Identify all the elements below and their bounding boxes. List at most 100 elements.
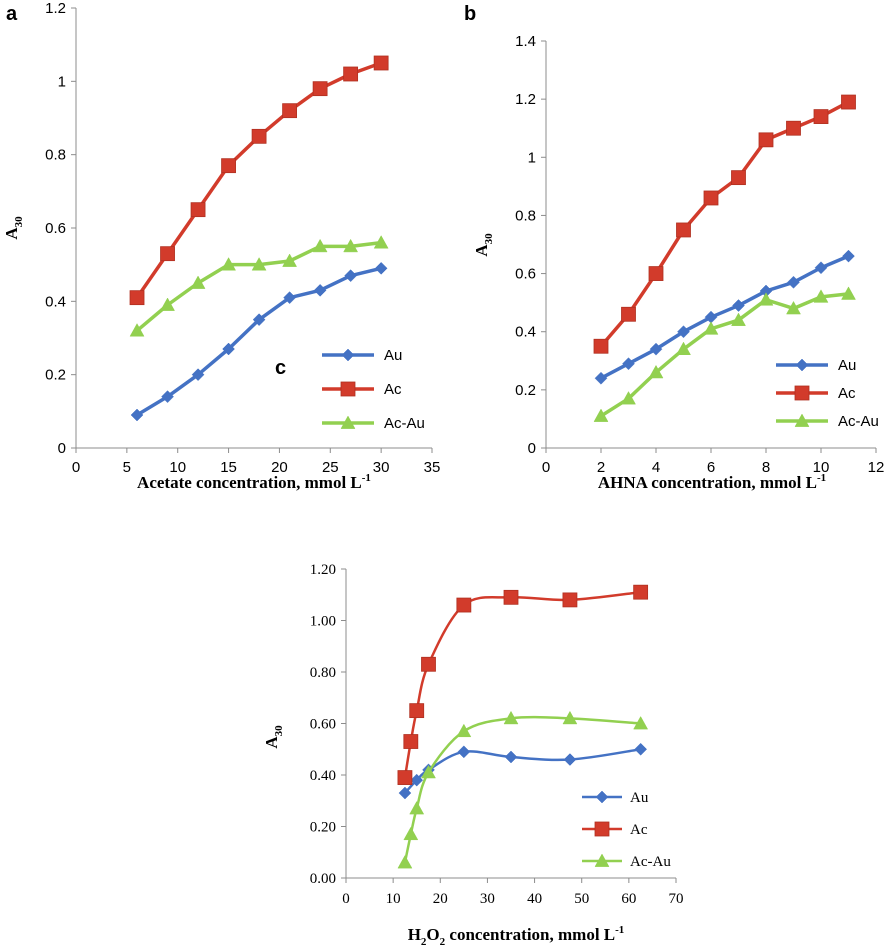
y-tick-label: 0.00 <box>310 871 336 887</box>
data-point <box>252 313 266 327</box>
data-point <box>633 584 649 600</box>
x-tick-label: 70 <box>669 891 684 907</box>
y-tick-label: 0.6 <box>45 220 66 237</box>
legend-marker <box>594 821 610 837</box>
data-point <box>398 786 412 800</box>
y-tick-label: 0.20 <box>310 820 336 836</box>
data-point <box>786 120 801 136</box>
y-tick-label: 0.4 <box>45 293 66 310</box>
x-tick-label: 8 <box>762 459 770 476</box>
data-point <box>409 800 425 815</box>
legend-entry-au: Au <box>322 347 402 364</box>
data-point <box>786 300 801 315</box>
data-point <box>374 261 388 275</box>
data-point <box>313 283 327 297</box>
y-tick-label: 0.6 <box>515 266 536 283</box>
x-tick-label: 2 <box>597 459 605 476</box>
data-point <box>732 299 745 312</box>
data-point <box>649 342 663 356</box>
data-point <box>190 275 206 289</box>
data-point <box>456 597 472 613</box>
data-point <box>283 291 296 305</box>
data-point <box>397 770 413 785</box>
y-tick-label: 0.40 <box>310 768 336 784</box>
data-point <box>130 408 144 422</box>
data-point <box>373 235 389 249</box>
series-ac <box>593 94 856 354</box>
data-point <box>221 158 236 174</box>
legend-entry-ac: Ac <box>322 381 402 398</box>
legend-label: Au <box>384 347 402 364</box>
x-tick-label: 0 <box>542 459 550 476</box>
x-tick-label: 0 <box>342 891 350 907</box>
y-axis-label: A30 <box>472 233 495 257</box>
data-point <box>343 238 359 253</box>
legend-label: Ac <box>838 385 856 402</box>
x-tick-label: 12 <box>868 459 884 476</box>
data-point <box>813 109 829 124</box>
y-tick-label: 1 <box>58 73 66 90</box>
data-point <box>343 66 359 82</box>
legend-label: Au <box>838 357 856 374</box>
series-au <box>594 249 855 385</box>
x-axis-label: H2O2 concentration, mmol L-1 <box>408 924 625 947</box>
data-point <box>503 589 519 605</box>
data-point <box>676 341 691 356</box>
data-point <box>503 710 519 725</box>
panel-letter: c <box>275 357 286 379</box>
y-tick-label: 1 <box>528 149 536 166</box>
data-point <box>621 391 636 405</box>
legend-marker <box>794 413 810 427</box>
legend-label: Ac-Au <box>384 415 425 432</box>
y-tick-label: 0 <box>528 440 536 457</box>
data-point <box>731 312 746 326</box>
y-tick-label: 0.8 <box>515 207 536 224</box>
x-tick-label: 15 <box>220 459 237 476</box>
legend-marker <box>341 348 355 362</box>
x-tick-label: 30 <box>373 459 390 476</box>
legend-marker <box>340 415 356 429</box>
data-point <box>731 170 746 186</box>
y-tick-label: 1.2 <box>45 0 66 17</box>
data-point <box>397 855 413 869</box>
y-tick-label: 1.20 <box>310 562 336 578</box>
legend-label: Ac-Au <box>838 413 879 430</box>
data-point <box>251 257 267 271</box>
data-point <box>758 132 774 148</box>
data-point <box>504 750 518 764</box>
legend-label: Ac <box>630 822 648 838</box>
data-point <box>457 745 471 759</box>
data-point <box>563 753 577 766</box>
x-axis-label: AHNA concentration, mmol L-1 <box>598 472 826 492</box>
series-line <box>599 100 850 348</box>
series-line <box>403 715 641 863</box>
y-tick-label: 1.2 <box>515 91 536 108</box>
legend-entry-ac: Ac <box>582 821 648 838</box>
y-axis-label: A30 <box>262 725 285 749</box>
legend-marker <box>595 790 609 804</box>
data-point <box>456 723 472 738</box>
data-point <box>703 190 719 206</box>
data-point <box>593 338 609 354</box>
data-point <box>409 703 425 719</box>
data-point <box>129 290 145 306</box>
data-point <box>190 202 206 218</box>
x-tick-label: 50 <box>574 891 589 907</box>
data-point <box>312 238 328 253</box>
x-tick-label: 30 <box>480 891 495 907</box>
data-point <box>677 325 690 339</box>
legend-label: Ac <box>384 381 402 398</box>
x-tick-label: 35 <box>424 459 441 476</box>
data-point <box>787 275 800 289</box>
data-point <box>344 269 357 283</box>
y-tick-label: 0.80 <box>310 665 336 681</box>
data-point <box>161 390 174 404</box>
series-ac <box>397 584 649 785</box>
data-point <box>251 128 267 144</box>
x-tick-label: 0 <box>72 459 80 476</box>
legend-entry-au: Au <box>776 357 856 374</box>
legend-entry-ac-au: Ac-Au <box>582 853 671 870</box>
data-point <box>403 734 419 749</box>
y-tick-label: 0.4 <box>515 324 536 341</box>
data-point <box>634 742 647 756</box>
